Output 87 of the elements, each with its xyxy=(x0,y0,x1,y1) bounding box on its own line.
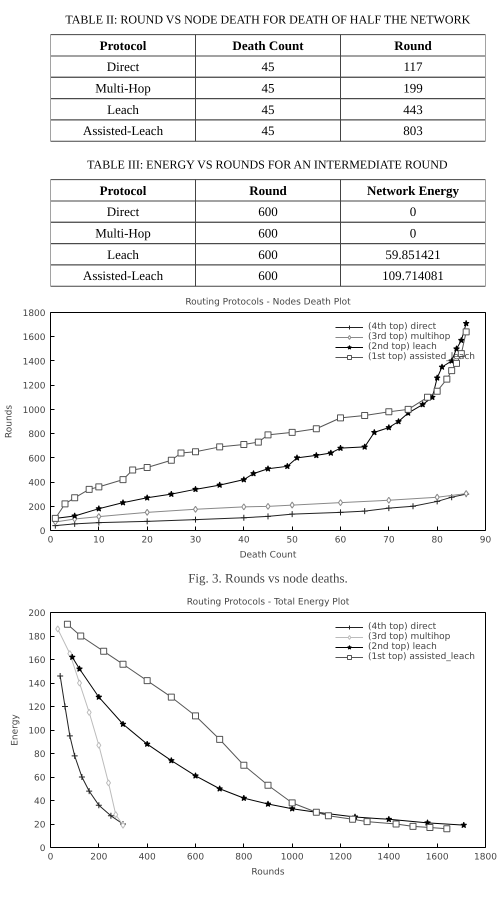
x-tick-label: 30 xyxy=(190,536,202,546)
y-tick-label: 200 xyxy=(28,502,46,513)
legend-label: (4th top) direct xyxy=(368,622,436,632)
text: 803 xyxy=(403,123,423,138)
y-tick-label: 100 xyxy=(28,726,46,736)
text: 443 xyxy=(403,102,423,117)
chart-title: Routing Protocols - Total Energy Plot xyxy=(186,598,350,608)
x-tick-label: 1800 xyxy=(474,852,497,862)
y-tick-label: 20 xyxy=(34,820,46,830)
y-tick-label: 600 xyxy=(28,454,46,464)
y-tick-label: 120 xyxy=(28,703,46,713)
text: 600 xyxy=(258,225,278,240)
text: 45 xyxy=(262,80,274,96)
y-tick-label: 160 xyxy=(28,656,46,666)
category-label: Network Energy xyxy=(366,182,460,198)
x-axis-title: Death Count xyxy=(240,550,297,560)
x-tick-label: 40 xyxy=(238,536,250,546)
y-tick-label: 140 xyxy=(28,680,46,690)
text: Multi-Hop xyxy=(95,225,151,240)
x-tick-label: 200 xyxy=(90,852,108,862)
y-tick-label: 800 xyxy=(28,430,46,440)
text: Multi-Hop xyxy=(95,80,151,96)
y-tick-label: 200 xyxy=(28,609,46,619)
x-tick-label: 10 xyxy=(93,536,105,546)
y-tick-label: 180 xyxy=(28,632,46,642)
x-axis-title: Rounds xyxy=(251,868,285,878)
y-tick-label: 1200 xyxy=(22,382,46,392)
text: 59.851421 xyxy=(385,246,441,262)
y-axis-title: Energy xyxy=(10,714,20,746)
chart-title: Routing Protocols - Nodes Death Plot xyxy=(185,298,352,308)
y-axis-title: Rounds xyxy=(4,404,15,438)
y-tick-label: 80 xyxy=(34,750,46,760)
y-tick-label: 60 xyxy=(34,774,46,784)
category-label: Round xyxy=(394,38,433,53)
x-tick-label: 600 xyxy=(186,852,204,862)
x-tick-label: 1000 xyxy=(280,852,304,862)
legend-label: (4th top) direct xyxy=(368,322,436,332)
category-label: Protocol xyxy=(100,38,147,53)
caption: Fig. 3. Rounds vs node deaths. xyxy=(188,570,348,586)
text: Direct xyxy=(106,59,140,74)
legend-label: (2nd top) leach xyxy=(368,342,437,352)
text: Assisted-Leach xyxy=(82,123,164,138)
category-label: Round xyxy=(249,182,288,198)
text: 199 xyxy=(403,80,423,96)
text: 45 xyxy=(262,123,274,138)
x-tick-label: 80 xyxy=(431,536,444,546)
y-tick-label: 0 xyxy=(40,844,46,854)
y-tick-label: 1400 xyxy=(22,357,46,368)
x-tick-label: 70 xyxy=(383,536,395,546)
y-tick-label: 1600 xyxy=(22,333,46,344)
text: 600 xyxy=(258,268,278,284)
text: 45 xyxy=(262,102,274,117)
x-tick-label: 60 xyxy=(334,536,346,546)
x-tick-label: 1600 xyxy=(426,852,449,862)
x-tick-label: 0 xyxy=(48,852,54,862)
y-tick-label: 1000 xyxy=(22,406,46,416)
y-tick-label: 0 xyxy=(40,527,46,537)
legend-label: (2nd top) leach xyxy=(368,642,437,652)
text: Assisted-Leach xyxy=(82,268,164,284)
legend-label: (1st top) assisted_leach xyxy=(368,652,475,662)
text: 45 xyxy=(262,59,274,74)
y-tick-label: 40 xyxy=(34,797,46,807)
x-tick-label: 800 xyxy=(235,852,253,862)
text: TABLE III: ENERGY VS ROUNDS FOR AN INTERMEDIATE ROUND xyxy=(87,158,448,172)
text: 109.714081 xyxy=(382,268,444,284)
category-label: Death Count xyxy=(232,38,304,53)
legend-label: (3rd top) multihop xyxy=(368,632,450,642)
legend-label: (3rd top) multihop xyxy=(368,332,450,342)
text: 117 xyxy=(403,59,423,74)
x-tick-label: 400 xyxy=(138,852,156,862)
text: 0 xyxy=(410,204,416,220)
text: 0 xyxy=(410,225,416,240)
y-tick-label: 400 xyxy=(28,478,46,489)
text: Leach xyxy=(107,102,139,117)
text: 600 xyxy=(258,204,278,220)
x-tick-label: 90 xyxy=(480,536,492,546)
text: 600 xyxy=(258,246,278,262)
text: Leach xyxy=(107,246,139,262)
text: Direct xyxy=(106,204,140,220)
text: TABLE II: ROUND VS NODE DEATH FOR DEATH OF HALF THE NETWORK xyxy=(65,12,471,27)
y-tick-label: 1800 xyxy=(22,309,46,319)
x-tick-label: 1200 xyxy=(329,852,352,862)
x-tick-label: 0 xyxy=(48,536,54,546)
x-tick-label: 1400 xyxy=(377,852,401,862)
x-tick-label: 50 xyxy=(286,536,298,546)
x-tick-label: 20 xyxy=(141,536,154,546)
category-label: Protocol xyxy=(100,182,147,198)
